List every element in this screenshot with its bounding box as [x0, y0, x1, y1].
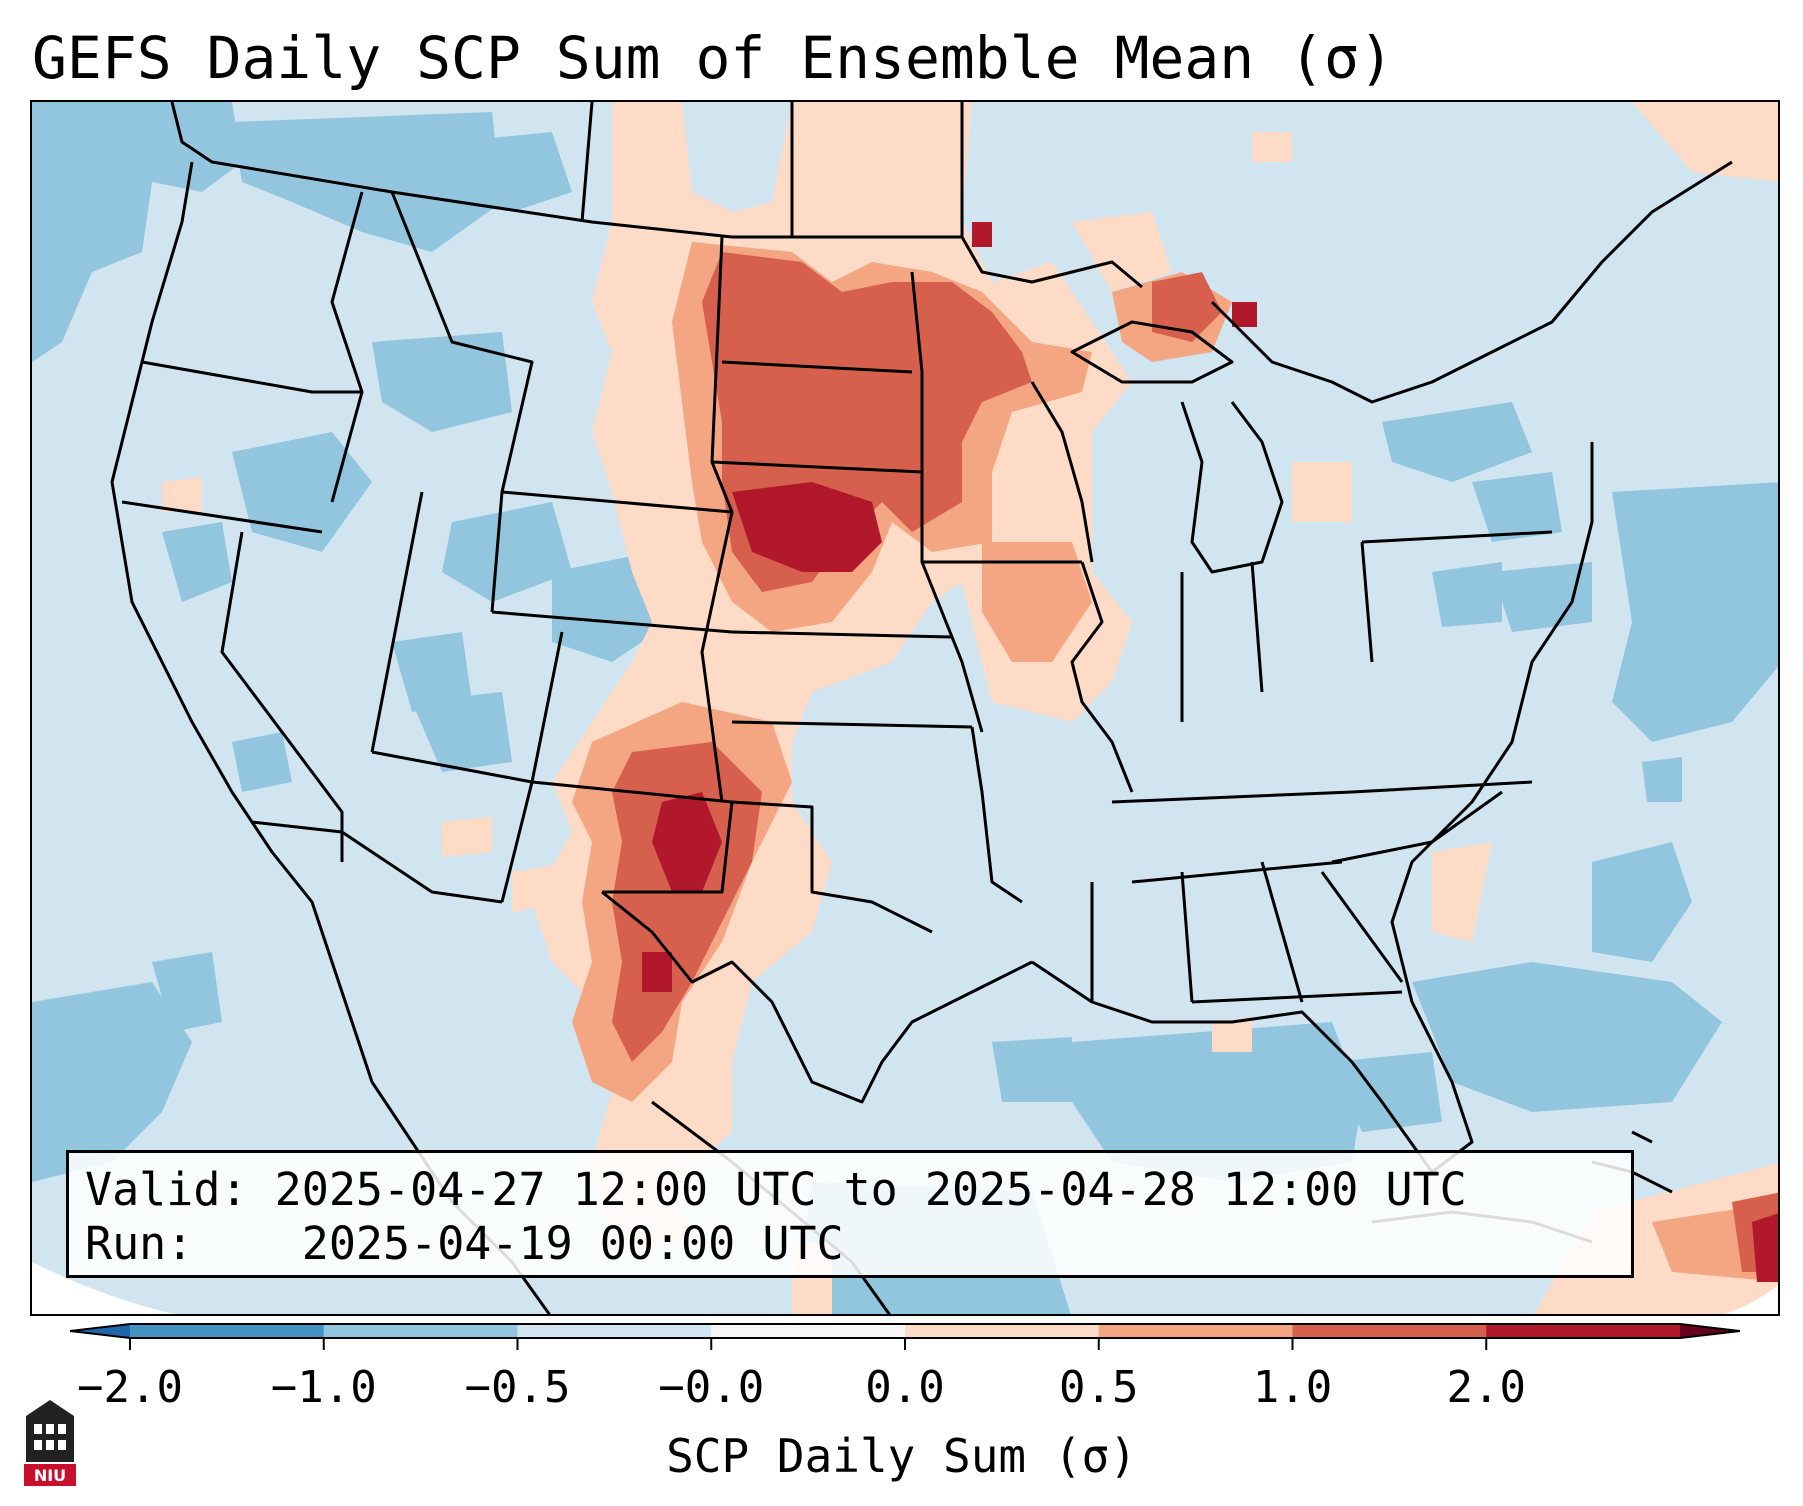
valid-value: 2025-04-27 12:00 UTC to 2025-04-28 12:00…: [274, 1163, 1467, 1216]
max-positive-anomaly: [642, 222, 1778, 1282]
colorbar-extend-max: [1680, 1324, 1740, 1338]
valid-time-box: Valid: 2025-04-27 12:00 UTC to 2025-04-2…: [66, 1150, 1634, 1278]
colorbar-segment: [323, 1324, 518, 1338]
colorbar-segment: [1486, 1324, 1681, 1338]
map-title: GEFS Daily SCP Sum of Ensemble Mean (σ): [32, 24, 1394, 92]
colorbar-tick-label: 1.0: [1252, 1362, 1333, 1413]
valid-label: Valid:: [85, 1163, 248, 1216]
svg-text:NIU: NIU: [34, 1466, 66, 1485]
map-svg: [32, 102, 1778, 1314]
negative-anomaly-patches: [32, 102, 1778, 1314]
colorbar-tick-label: 0.5: [1059, 1362, 1139, 1413]
colorbar-extend-min: [70, 1324, 130, 1338]
colorbar-tick-label: 2.0: [1446, 1362, 1526, 1413]
run-line: Run: 2025-04-19 00:00 UTC: [85, 1217, 1615, 1271]
run-value: 2025-04-19 00:00 UTC: [301, 1217, 844, 1270]
colorbar-segment: [905, 1324, 1100, 1338]
map-panel[interactable]: [30, 100, 1780, 1316]
niu-logo: NIU: [24, 1400, 76, 1486]
projection-edge-right: [1724, 1285, 1778, 1314]
colorbar-segment: [711, 1324, 906, 1338]
colorbar-segment: [130, 1324, 325, 1338]
colorbar-tick-label: 0.0: [865, 1362, 945, 1413]
projection-edge-left: [32, 1262, 174, 1314]
colorbar-tick-label: −2.0: [77, 1362, 183, 1413]
colorbar-segment: [1098, 1324, 1293, 1338]
colorbar-tick-label: −0.5: [464, 1362, 571, 1413]
colorbar: [70, 1323, 1740, 1350]
colorbar-tick-label: −1.0: [270, 1362, 377, 1413]
colorbar-label: SCP Daily Sum (σ): [666, 1429, 1137, 1483]
colorbar-tick-label: −0.0: [658, 1362, 765, 1413]
colorbar-segment: [517, 1324, 712, 1338]
colorbar-segment: [1292, 1324, 1487, 1338]
valid-line: Valid: 2025-04-27 12:00 UTC to 2025-04-2…: [85, 1163, 1615, 1217]
run-label: Run:: [85, 1217, 194, 1270]
